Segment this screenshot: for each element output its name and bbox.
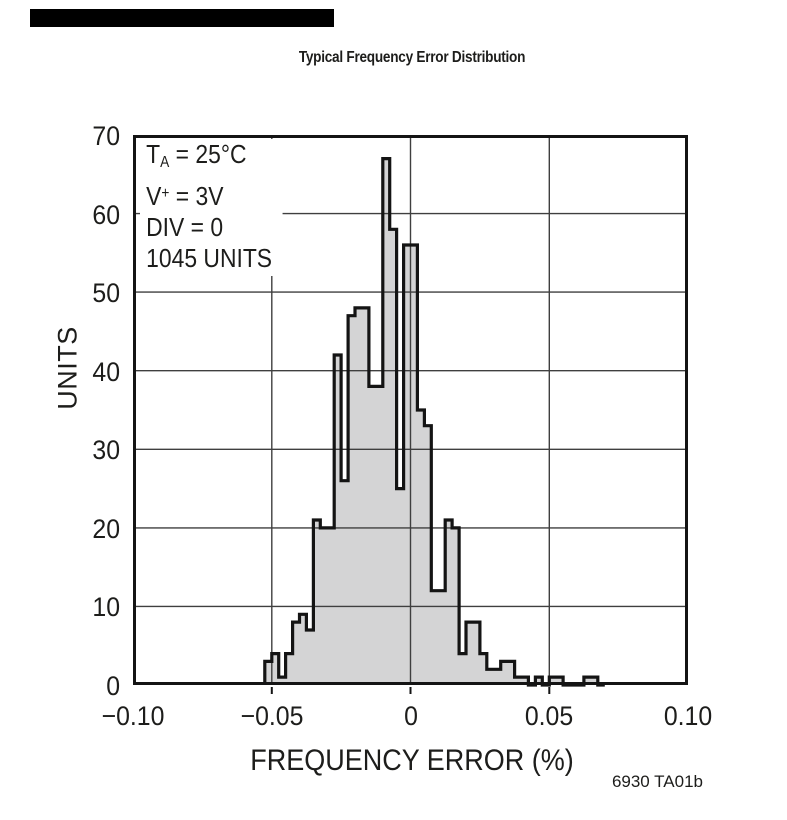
y-tick-label: 60 <box>92 199 120 230</box>
y-tick-label: 50 <box>92 278 120 309</box>
x-tick-label: 0.05 <box>525 701 574 731</box>
annotation-line: DIV = 0 <box>146 211 224 242</box>
y-tick-label: 20 <box>92 513 120 544</box>
x-tick-label: −0.10 <box>101 701 165 731</box>
y-tick-label: 70 <box>92 121 120 151</box>
y-tick-label: 30 <box>92 435 120 466</box>
figure-caption: 6930 TA01b <box>611 772 703 791</box>
x-tick-label: 0 <box>403 701 418 731</box>
y-axis-title: UNITS <box>52 326 83 410</box>
test-conditions-annotation: TA = 25°C V+ = 3V DIV = 0 1045 UNITS <box>140 139 283 276</box>
y-tick-label: 10 <box>92 592 120 623</box>
annotation-line: TA = 25°C <box>146 139 247 171</box>
y-tick-label: 0 <box>106 671 120 701</box>
chart-title: Typical Frequency Error Distribution <box>298 49 526 66</box>
x-tick-label: −0.05 <box>240 701 304 731</box>
annotation-line: 1045 UNITS <box>146 242 273 273</box>
x-tick-label: 0.10 <box>663 701 713 731</box>
y-tick-label: 40 <box>92 356 120 387</box>
x-axis-title: FREQUENCY ERROR (%) <box>250 744 574 777</box>
page-header-bar-artifact <box>30 9 334 27</box>
annotation-line: V+ = 3V <box>146 180 224 211</box>
